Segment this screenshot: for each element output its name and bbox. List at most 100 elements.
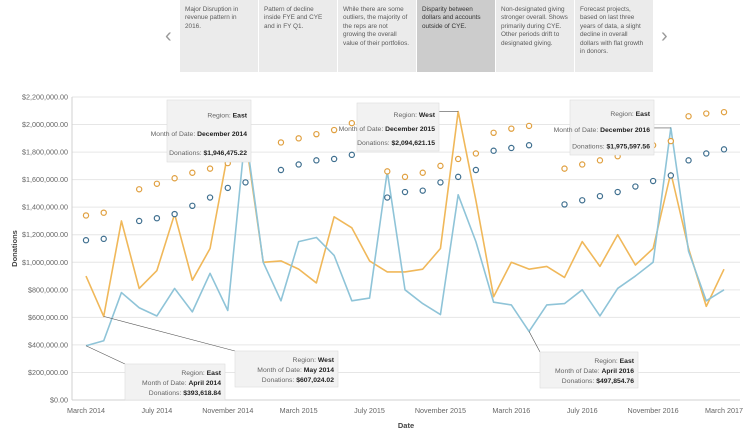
forecast-point-2 <box>224 184 231 192</box>
y-tick-label: $2,200,000.00 <box>22 93 68 102</box>
forecast-point-2 <box>561 201 568 208</box>
forecast-point-2 <box>437 179 444 186</box>
annotation-line: Month of Date: December 2016 <box>554 127 651 134</box>
forecast-point-2 <box>295 161 302 168</box>
x-tick-label: July 2016 <box>567 406 598 415</box>
story-point-3[interactable]: While there are some outliers, the major… <box>338 0 417 72</box>
forecast-point-1 <box>82 212 90 219</box>
forecast-point-1 <box>703 110 710 117</box>
forecast-point-2 <box>348 151 356 159</box>
forecast-point-2 <box>667 172 675 179</box>
forecast-point-1 <box>720 108 728 116</box>
forecast-point-2 <box>649 177 657 185</box>
forecast-point-1 <box>667 137 675 145</box>
forecast-point-2 <box>242 179 249 186</box>
annotation-line: Donations: $393,618.84 <box>149 390 221 397</box>
annotation-box <box>166 99 252 163</box>
forecast-point-1 <box>579 161 586 168</box>
forecast-point-1 <box>348 119 356 127</box>
chevron-right-icon[interactable]: › <box>661 25 668 47</box>
y-tick-label: $2,000,000.00 <box>22 120 68 129</box>
story-point-6[interactable]: Forecast projects, based on last three y… <box>575 0 654 72</box>
y-tick-label: $200,000.00 <box>28 368 68 377</box>
forecast-point-2 <box>135 217 143 225</box>
forecast-point-1 <box>384 168 391 175</box>
forecast-point-2 <box>419 187 426 194</box>
x-tick-label: March 2017 <box>705 406 743 415</box>
forecast-point-2 <box>508 144 515 152</box>
y-tick-label: $400,000.00 <box>28 340 68 349</box>
story-point-4[interactable]: Disparity between dollars and accounts o… <box>417 0 496 72</box>
forecast-point-1 <box>135 186 143 193</box>
forecast-point-2 <box>525 142 533 149</box>
series-line-2 <box>85 127 725 347</box>
forecast-point-1 <box>295 135 302 142</box>
x-tick-label: November 2014 <box>202 406 253 415</box>
annotation-line: Region: East <box>594 358 634 365</box>
annotation-line: Donations: $2,094,621.15 <box>357 140 435 147</box>
forecast-point-2 <box>189 202 196 210</box>
annotation-line: Donations: $607,024.02 <box>262 377 334 384</box>
forecast-point-1 <box>437 162 444 170</box>
forecast-point-2 <box>313 157 320 164</box>
forecast-point-2 <box>720 146 728 153</box>
forecast-point-1 <box>685 113 692 120</box>
forecast-point-1 <box>100 209 107 216</box>
forecast-point-1 <box>508 125 515 132</box>
x-tick-label: March 2016 <box>492 406 530 415</box>
annotation-line: Month of Date: May 2014 <box>257 367 334 374</box>
forecast-point-1 <box>330 126 338 134</box>
annotation-line: Donations: $1,975,597.56 <box>572 143 650 150</box>
y-tick-label: $1,400,000.00 <box>22 203 68 212</box>
story-points: Major Disruption in revenue pattern in 2… <box>180 0 658 72</box>
forecast-point-1 <box>206 165 214 172</box>
annotation-line: Donations: $1,946,475.22 <box>169 150 247 157</box>
forecast-point-2 <box>614 188 621 196</box>
annotation-line: Month of Date: December 2014 <box>151 131 248 138</box>
forecast-point-1 <box>153 180 161 187</box>
forecast-point-2 <box>82 237 90 244</box>
y-tick-label: $800,000.00 <box>28 285 68 294</box>
y-tick-label: $1,000,000.00 <box>22 258 68 267</box>
forecast-point-1 <box>561 165 568 172</box>
story-point-5[interactable]: Non-designated giving stronger overall. … <box>496 0 575 72</box>
forecast-point-1 <box>525 122 533 130</box>
forecast-point-2 <box>632 183 639 190</box>
story-point-1[interactable]: Major Disruption in revenue pattern in 2… <box>180 0 259 72</box>
x-tick-label: November 2016 <box>628 406 679 415</box>
x-tick-label: March 2014 <box>67 406 105 415</box>
annotation-line: Donations: $497,854.76 <box>562 378 634 385</box>
forecast-point-1 <box>401 173 409 181</box>
forecast-point-2 <box>596 192 604 200</box>
forecast-point-2 <box>277 166 285 174</box>
annotation-line: Region: West <box>394 112 436 119</box>
annotation-box <box>539 351 639 389</box>
forecast-point-2 <box>171 210 178 218</box>
forecast-point-2 <box>401 188 409 196</box>
annotation-box <box>234 350 339 388</box>
y-tick-label: $1,600,000.00 <box>22 175 68 184</box>
y-tick-label: $600,000.00 <box>28 313 68 322</box>
y-tick-label: $1,800,000.00 <box>22 148 68 157</box>
annotation-box <box>569 99 655 156</box>
y-axis-title: Donations <box>10 230 19 267</box>
annotation-line: Region: West <box>293 357 335 364</box>
annotation-leader <box>103 316 236 352</box>
annotation-line: Month of Date: December 2015 <box>339 126 436 133</box>
x-tick-label: November 2015 <box>415 406 466 415</box>
forecast-point-2 <box>490 147 497 154</box>
forecast-point-2 <box>100 235 107 243</box>
annotation-leader <box>528 331 541 353</box>
annotation-line: Region: East <box>610 111 650 118</box>
annotation-line: Month of Date: April 2014 <box>142 380 221 387</box>
forecast-point-2 <box>153 214 161 222</box>
forecast-point-2 <box>579 197 586 204</box>
forecast-point-2 <box>330 155 338 163</box>
forecast-point-2 <box>206 194 214 201</box>
chevron-left-icon[interactable]: ‹ <box>165 25 172 47</box>
forecast-point-1 <box>313 130 320 138</box>
annotation-line: Region: East <box>207 112 247 119</box>
forecast-point-1 <box>277 139 285 146</box>
story-point-2[interactable]: Pattern of decline inside FYE and CYE an… <box>259 0 338 72</box>
